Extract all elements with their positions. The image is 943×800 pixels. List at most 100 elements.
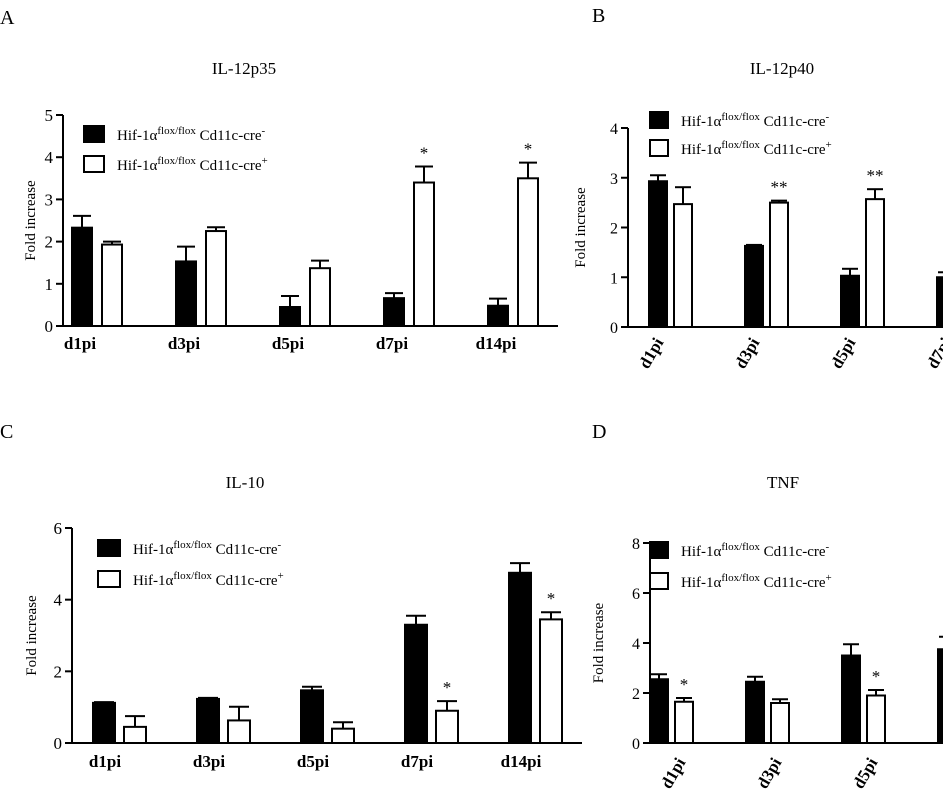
x-tick-label: d14pi: [476, 334, 517, 353]
legend-swatch: [83, 125, 105, 143]
panel-letter: B: [592, 5, 605, 27]
panel-letter: A: [0, 7, 15, 29]
chart-title: IL-12p40: [750, 59, 814, 78]
bar-d1pi-cre-plus: [674, 700, 694, 744]
legend-swatch: [97, 539, 121, 557]
significance-mark: **: [771, 178, 788, 197]
legend-label: Hif-1αflox/flox Cd11c-cre+: [117, 155, 268, 174]
bar-d7pi-cre-minus: [937, 648, 943, 744]
panel-letter: D: [592, 421, 606, 443]
bar-d5pi-cre-plus: [865, 198, 885, 328]
y-tick-label: 6: [54, 519, 63, 538]
y-tick-label: 8: [632, 536, 640, 553]
x-tick-label: d7pi: [376, 334, 408, 353]
bar-d1pi-cre-minus: [71, 226, 93, 327]
bar-d3pi-cre-plus: [770, 702, 790, 744]
bar-d5pi-cre-minus: [300, 689, 324, 745]
legend-label: Hif-1αflox/flox Cd11c-cre+: [681, 572, 832, 591]
y-tick-label: 2: [45, 233, 54, 252]
legend-swatch: [649, 139, 669, 157]
bar-d5pi-cre-minus: [279, 306, 301, 328]
bar-d3pi-cre-minus: [744, 244, 764, 328]
y-tick-label: 4: [54, 591, 63, 610]
legend: Hif-1αflox/flox Cd11c-cre- Hif-1αflox/flo…: [97, 539, 284, 589]
significance-mark: *: [680, 675, 689, 694]
bar-d5pi-cre-plus: [309, 267, 331, 328]
bar-d1pi-cre-minus: [92, 701, 116, 744]
bar-d7pi-cre-minus: [936, 276, 943, 328]
x-tick-label: d1pi: [64, 334, 96, 353]
significance-mark: *: [443, 678, 452, 697]
y-axis-label: Fold increase: [573, 187, 589, 268]
bar-d5pi-cre-minus: [841, 654, 861, 744]
chart-panel-a: A IL-12p35 Fold increase 0 1 2 3 4 5 d1pi d3pi d5pi…: [0, 7, 558, 353]
y-tick-label: 3: [45, 190, 54, 209]
chart-title: IL-12p35: [212, 59, 276, 78]
bar-d5pi-cre-plus: [866, 694, 886, 744]
chart-panel-c: C IL-10 Fold increase 0 2 4 6 d1pi d3pi d5pi d7pi d…: [0, 421, 582, 771]
bar-d1pi-cre-minus: [649, 678, 669, 744]
y-tick-label: 0: [610, 320, 618, 337]
y-tick-label: 5: [45, 106, 54, 125]
legend-label: Hif-1αflox/flox Cd11c-cre-: [681, 541, 830, 560]
y-tick-label: 0: [632, 736, 640, 753]
legend-swatch: [649, 541, 669, 559]
legend-label: Hif-1αflox/flox Cd11c-cre-: [133, 539, 282, 558]
legend-swatch: [83, 155, 105, 173]
x-tick-label: d3pi: [731, 334, 764, 372]
significance-mark: *: [872, 667, 881, 686]
bar-d1pi-cre-plus: [673, 203, 693, 328]
x-tick-label: d5pi: [297, 752, 329, 771]
bar-d1pi-cre-plus: [101, 243, 123, 327]
bar-d1pi-cre-plus: [123, 725, 147, 744]
y-tick-label: 0: [45, 317, 54, 336]
legend-label: Hif-1αflox/flox Cd11c-cre-: [117, 125, 266, 144]
significance-mark: *: [547, 589, 556, 608]
bar-d3pi-cre-plus: [205, 230, 227, 327]
bar-d5pi-cre-plus: [331, 727, 355, 745]
bar-d14pi-cre-minus: [508, 571, 532, 745]
bar-d3pi-cre-minus: [196, 697, 220, 744]
legend-swatch: [649, 572, 669, 590]
x-tick-label: d5pi: [849, 754, 882, 792]
bar-d7pi-cre-minus: [383, 297, 405, 328]
legend: Hif-1αflox/flox Cd11c-cre- Hif-1αflox/flo…: [83, 125, 268, 174]
y-axis-label: Fold increase: [23, 180, 39, 261]
y-axis-label: Fold increase: [24, 595, 40, 676]
bar-d3pi-cre-plus: [227, 719, 251, 744]
bar-d3pi-cre-plus: [769, 201, 789, 328]
chart-title: TNF: [767, 473, 799, 492]
y-tick-label: 4: [45, 148, 54, 167]
bar-d7pi-cre-plus: [435, 709, 459, 744]
chart-panel-b: B IL-12p40 Fold increase 0 1 2 3 4 d1pi d3pi d5pi d…: [573, 5, 943, 372]
y-tick-label: 6: [632, 586, 640, 603]
x-tick-label: d7pi: [923, 334, 943, 372]
bar-d3pi-cre-minus: [175, 260, 197, 327]
bar-d14pi-cre-plus: [539, 618, 563, 744]
significance-mark: *: [524, 140, 533, 159]
bar-d5pi-cre-minus: [840, 274, 860, 329]
bar-d14pi-cre-plus: [517, 177, 539, 327]
y-tick-label: 1: [45, 275, 54, 294]
y-tick-label: 1: [610, 270, 618, 287]
bar-d3pi-cre-minus: [745, 680, 765, 744]
x-tick-label: d3pi: [193, 752, 225, 771]
y-tick-label: 2: [54, 662, 63, 681]
y-tick-label: 3: [610, 171, 618, 188]
significance-mark: *: [420, 143, 429, 162]
legend-label: Hif-1αflox/flox Cd11c-cre+: [133, 570, 284, 589]
x-tick-label: d5pi: [272, 334, 304, 353]
x-tick-label: d14pi: [501, 752, 542, 771]
panel-letter: C: [0, 421, 13, 443]
chart-title: IL-10: [226, 473, 265, 492]
bar-d14pi-cre-minus: [487, 304, 509, 327]
bar-d7pi-cre-plus: [413, 181, 435, 327]
legend-swatch: [97, 570, 121, 588]
y-tick-label: 2: [610, 221, 618, 238]
bar-d7pi-cre-minus: [404, 623, 428, 744]
legend-label: Hif-1αflox/flox Cd11c-cre+: [681, 139, 832, 158]
y-tick-label: 0: [54, 734, 63, 753]
x-tick-label: d1pi: [657, 754, 690, 792]
